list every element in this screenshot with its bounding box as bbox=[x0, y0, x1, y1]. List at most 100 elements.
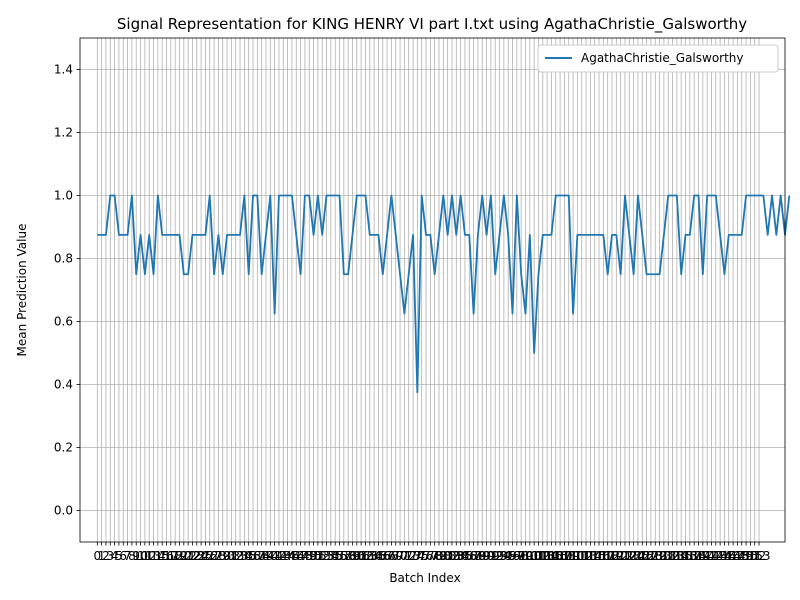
x-tick-label: 5 bbox=[115, 549, 123, 563]
y-tick-label: 1.2 bbox=[54, 126, 73, 140]
x-tick-label: 92 bbox=[488, 549, 503, 563]
x-tick-label: 44 bbox=[280, 549, 295, 563]
x-tick-label: 86 bbox=[462, 549, 477, 563]
x-tick-label: 150 bbox=[735, 549, 758, 563]
x-tick-label: 141 bbox=[696, 549, 719, 563]
x-tick-label: 106 bbox=[544, 549, 567, 563]
x-axis-label: Batch Index bbox=[389, 571, 460, 585]
x-tick-label: 96 bbox=[505, 549, 520, 563]
x-tick-label: 85 bbox=[457, 549, 472, 563]
x-tick-label: 75 bbox=[414, 549, 429, 563]
x-tick-label: 28 bbox=[211, 549, 226, 563]
x-tick-label: 87 bbox=[466, 549, 481, 563]
x-tick-label: 65 bbox=[371, 549, 386, 563]
x-tick-label: 64 bbox=[366, 549, 381, 563]
x-tick-label: 32 bbox=[228, 549, 243, 563]
x-tick-label: 70 bbox=[392, 549, 407, 563]
x-tick-label: 103 bbox=[531, 549, 554, 563]
x-tick-label: 115 bbox=[583, 549, 606, 563]
x-tick-label: 129 bbox=[644, 549, 667, 563]
x-tick-label: 107 bbox=[549, 549, 572, 563]
x-tick-label: 50 bbox=[306, 549, 321, 563]
x-tick-label: 144 bbox=[709, 549, 732, 563]
x-tick-label: 18 bbox=[168, 549, 183, 563]
legend-box bbox=[537, 44, 779, 73]
x-tick-label: 101 bbox=[523, 549, 546, 563]
x-tick-label: 83 bbox=[449, 549, 464, 563]
x-tick-label: 23 bbox=[189, 549, 204, 563]
x-tick-label: 31 bbox=[224, 549, 239, 563]
x-tick-label: 79 bbox=[431, 549, 446, 563]
x-tick-label: 84 bbox=[453, 549, 468, 563]
x-tick-label: 39 bbox=[258, 549, 273, 563]
x-tick-label: 68 bbox=[384, 549, 399, 563]
x-tick-label: 126 bbox=[631, 549, 654, 563]
x-tick-label: 10 bbox=[133, 549, 148, 563]
plot-frame bbox=[79, 37, 786, 543]
x-tick-label: 1 bbox=[98, 549, 106, 563]
x-tick-label: 56 bbox=[332, 549, 347, 563]
x-tick-label: 109 bbox=[557, 549, 580, 563]
y-tick-label: 1.4 bbox=[54, 63, 73, 77]
x-tick-label: 132 bbox=[657, 549, 680, 563]
x-tick-label: 15 bbox=[155, 549, 170, 563]
x-tick-label: 40 bbox=[263, 549, 278, 563]
y-tick-label: 0.0 bbox=[54, 504, 73, 518]
x-tick-label: 110 bbox=[562, 549, 585, 563]
x-tick-label: 131 bbox=[652, 549, 675, 563]
x-tick-label: 58 bbox=[341, 549, 356, 563]
x-tick-label: 105 bbox=[540, 549, 563, 563]
x-tick-label: 25 bbox=[198, 549, 213, 563]
x-tick-label: 139 bbox=[687, 549, 710, 563]
x-tick-label: 100 bbox=[518, 549, 541, 563]
chart-title: Signal Representation for KING HENRY VI … bbox=[117, 15, 747, 34]
x-tick-label: 9 bbox=[132, 549, 140, 563]
x-tick-label: 88 bbox=[470, 549, 485, 563]
x-tick-label: 46 bbox=[289, 549, 304, 563]
x-tick-label: 62 bbox=[358, 549, 373, 563]
x-tick-label: 55 bbox=[328, 549, 343, 563]
x-tick-label: 112 bbox=[570, 549, 593, 563]
x-tick-label: 122 bbox=[614, 549, 637, 563]
x-tick-label: 91 bbox=[483, 549, 498, 563]
x-tick-label: 22 bbox=[185, 549, 200, 563]
x-tick-label: 26 bbox=[202, 549, 217, 563]
x-tick-label: 95 bbox=[501, 549, 516, 563]
x-tick-label: 118 bbox=[596, 549, 619, 563]
x-tick-label: 2 bbox=[102, 549, 110, 563]
x-tick-label: 135 bbox=[670, 549, 693, 563]
x-tick-label: 146 bbox=[717, 549, 740, 563]
y-tick-label: 0.2 bbox=[54, 441, 73, 455]
x-tick-label: 13 bbox=[146, 549, 161, 563]
x-tick-label: 63 bbox=[362, 549, 377, 563]
x-tick-label: 48 bbox=[297, 549, 312, 563]
x-tick-label: 123 bbox=[618, 549, 641, 563]
x-tick-label: 21 bbox=[180, 549, 195, 563]
x-tick-label: 34 bbox=[237, 549, 252, 563]
x-tick-label: 98 bbox=[514, 549, 529, 563]
x-tick-label: 4 bbox=[111, 549, 119, 563]
x-tick-label: 11 bbox=[137, 549, 152, 563]
y-tick-label: 1.0 bbox=[54, 189, 73, 203]
x-tick-label: 67 bbox=[379, 549, 394, 563]
x-tick-label: 151 bbox=[739, 549, 762, 563]
x-gridlines bbox=[96, 38, 760, 542]
x-tick-label: 37 bbox=[250, 549, 265, 563]
y-ticks: 0.0 0.2 0.4 0.6 0.8 1.0 1.2 1.4 bbox=[54, 63, 80, 518]
x-tick-label: 128 bbox=[639, 549, 662, 563]
x-tick-label: 66 bbox=[375, 549, 390, 563]
x-tick-label: 78 bbox=[427, 549, 442, 563]
x-tick-label: 3 bbox=[106, 549, 114, 563]
x-tick-label: 54 bbox=[323, 549, 338, 563]
x-tick-label: 120 bbox=[605, 549, 628, 563]
x-tick-label: 43 bbox=[276, 549, 291, 563]
x-tick-label: 36 bbox=[245, 549, 260, 563]
x-tick-label: 77 bbox=[423, 549, 438, 563]
x-tick-label: 137 bbox=[678, 549, 701, 563]
x-tick-label: 130 bbox=[648, 549, 671, 563]
x-tick-label: 69 bbox=[388, 549, 403, 563]
x-tick-label: 140 bbox=[691, 549, 714, 563]
x-tick-label: 30 bbox=[219, 549, 234, 563]
x-tick-label: 71 bbox=[397, 549, 412, 563]
x-tick-label: 90 bbox=[479, 549, 494, 563]
